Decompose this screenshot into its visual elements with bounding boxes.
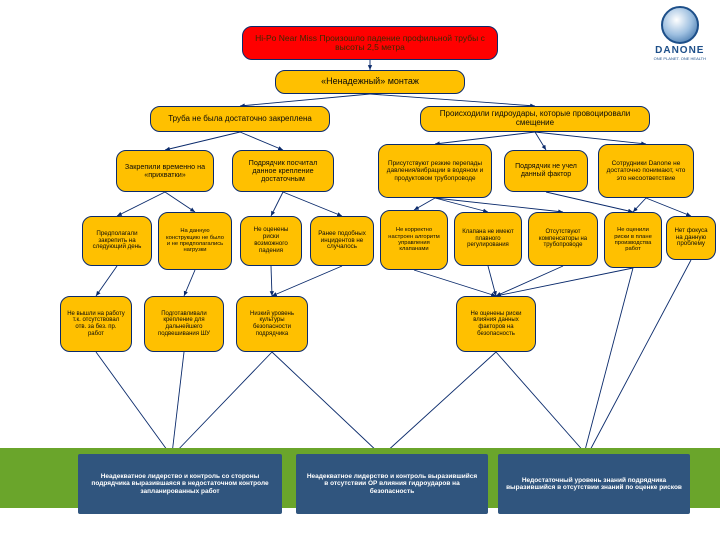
globe-icon: [661, 6, 699, 44]
node-n12: Ранее подобных инцидентов не случалось: [310, 216, 374, 266]
node-n3: Происходили гидроудары, которые провоцир…: [420, 106, 650, 132]
node-n15: Отсутствуют компенсаторы на трубопроводе: [528, 212, 598, 266]
node-n14: Клапана не имеют плавного регулирования: [454, 212, 522, 266]
conclusion-3: Недостаточный уровень знаний подрядчика …: [498, 454, 690, 514]
conclusion-1: Неадекватное лидерство и контроль со сто…: [78, 454, 282, 514]
brand-logo: DANONE ONE PLANET. ONE HEALTH: [654, 6, 706, 61]
brand-tagline: ONE PLANET. ONE HEALTH: [654, 56, 706, 61]
node-n18: Не вышли на работу т.к. отсутствовал отв…: [60, 296, 132, 352]
node-top: Hi-Po Near Miss Произошло падение профил…: [242, 26, 498, 60]
node-n17: Нет фокуса на данную проблему: [666, 216, 716, 260]
brand-name: DANONE: [654, 45, 706, 56]
node-n21: Не оценены риски влияния данных факторов…: [456, 296, 536, 352]
node-n5: Подрядчик посчитал данное крепление дост…: [232, 150, 334, 192]
node-n8: Сотрудники Danone не достаточно понимают…: [598, 144, 694, 198]
node-n13: Не корректно настроен алгоритм управлени…: [380, 210, 448, 270]
conclusion-2: Неадекватное лидерство и контроль вырази…: [296, 454, 488, 514]
node-n7: Подрядчик не учел данный фактор: [504, 150, 588, 192]
node-n16: Не оценили риски в плане производства ра…: [604, 212, 662, 268]
node-n10: На данную конструкцию не было и не предп…: [158, 212, 232, 270]
node-n1: «Ненадежный» монтаж: [275, 70, 465, 94]
node-n20: Низкий уровень культуры безопасности под…: [236, 296, 308, 352]
node-n19: Подготавливали крепление для дальнейшего…: [144, 296, 224, 352]
node-n4: Закрепили временно на «прихватки»: [116, 150, 214, 192]
node-n9: Предполагали закрепить на следующий день: [82, 216, 152, 266]
node-n2: Труба не была достаточно закреплена: [150, 106, 330, 132]
node-n6: Присутствуют резкие перепады давления/ви…: [378, 144, 492, 198]
node-n11: Не оценены риски возможного падения: [240, 216, 302, 266]
